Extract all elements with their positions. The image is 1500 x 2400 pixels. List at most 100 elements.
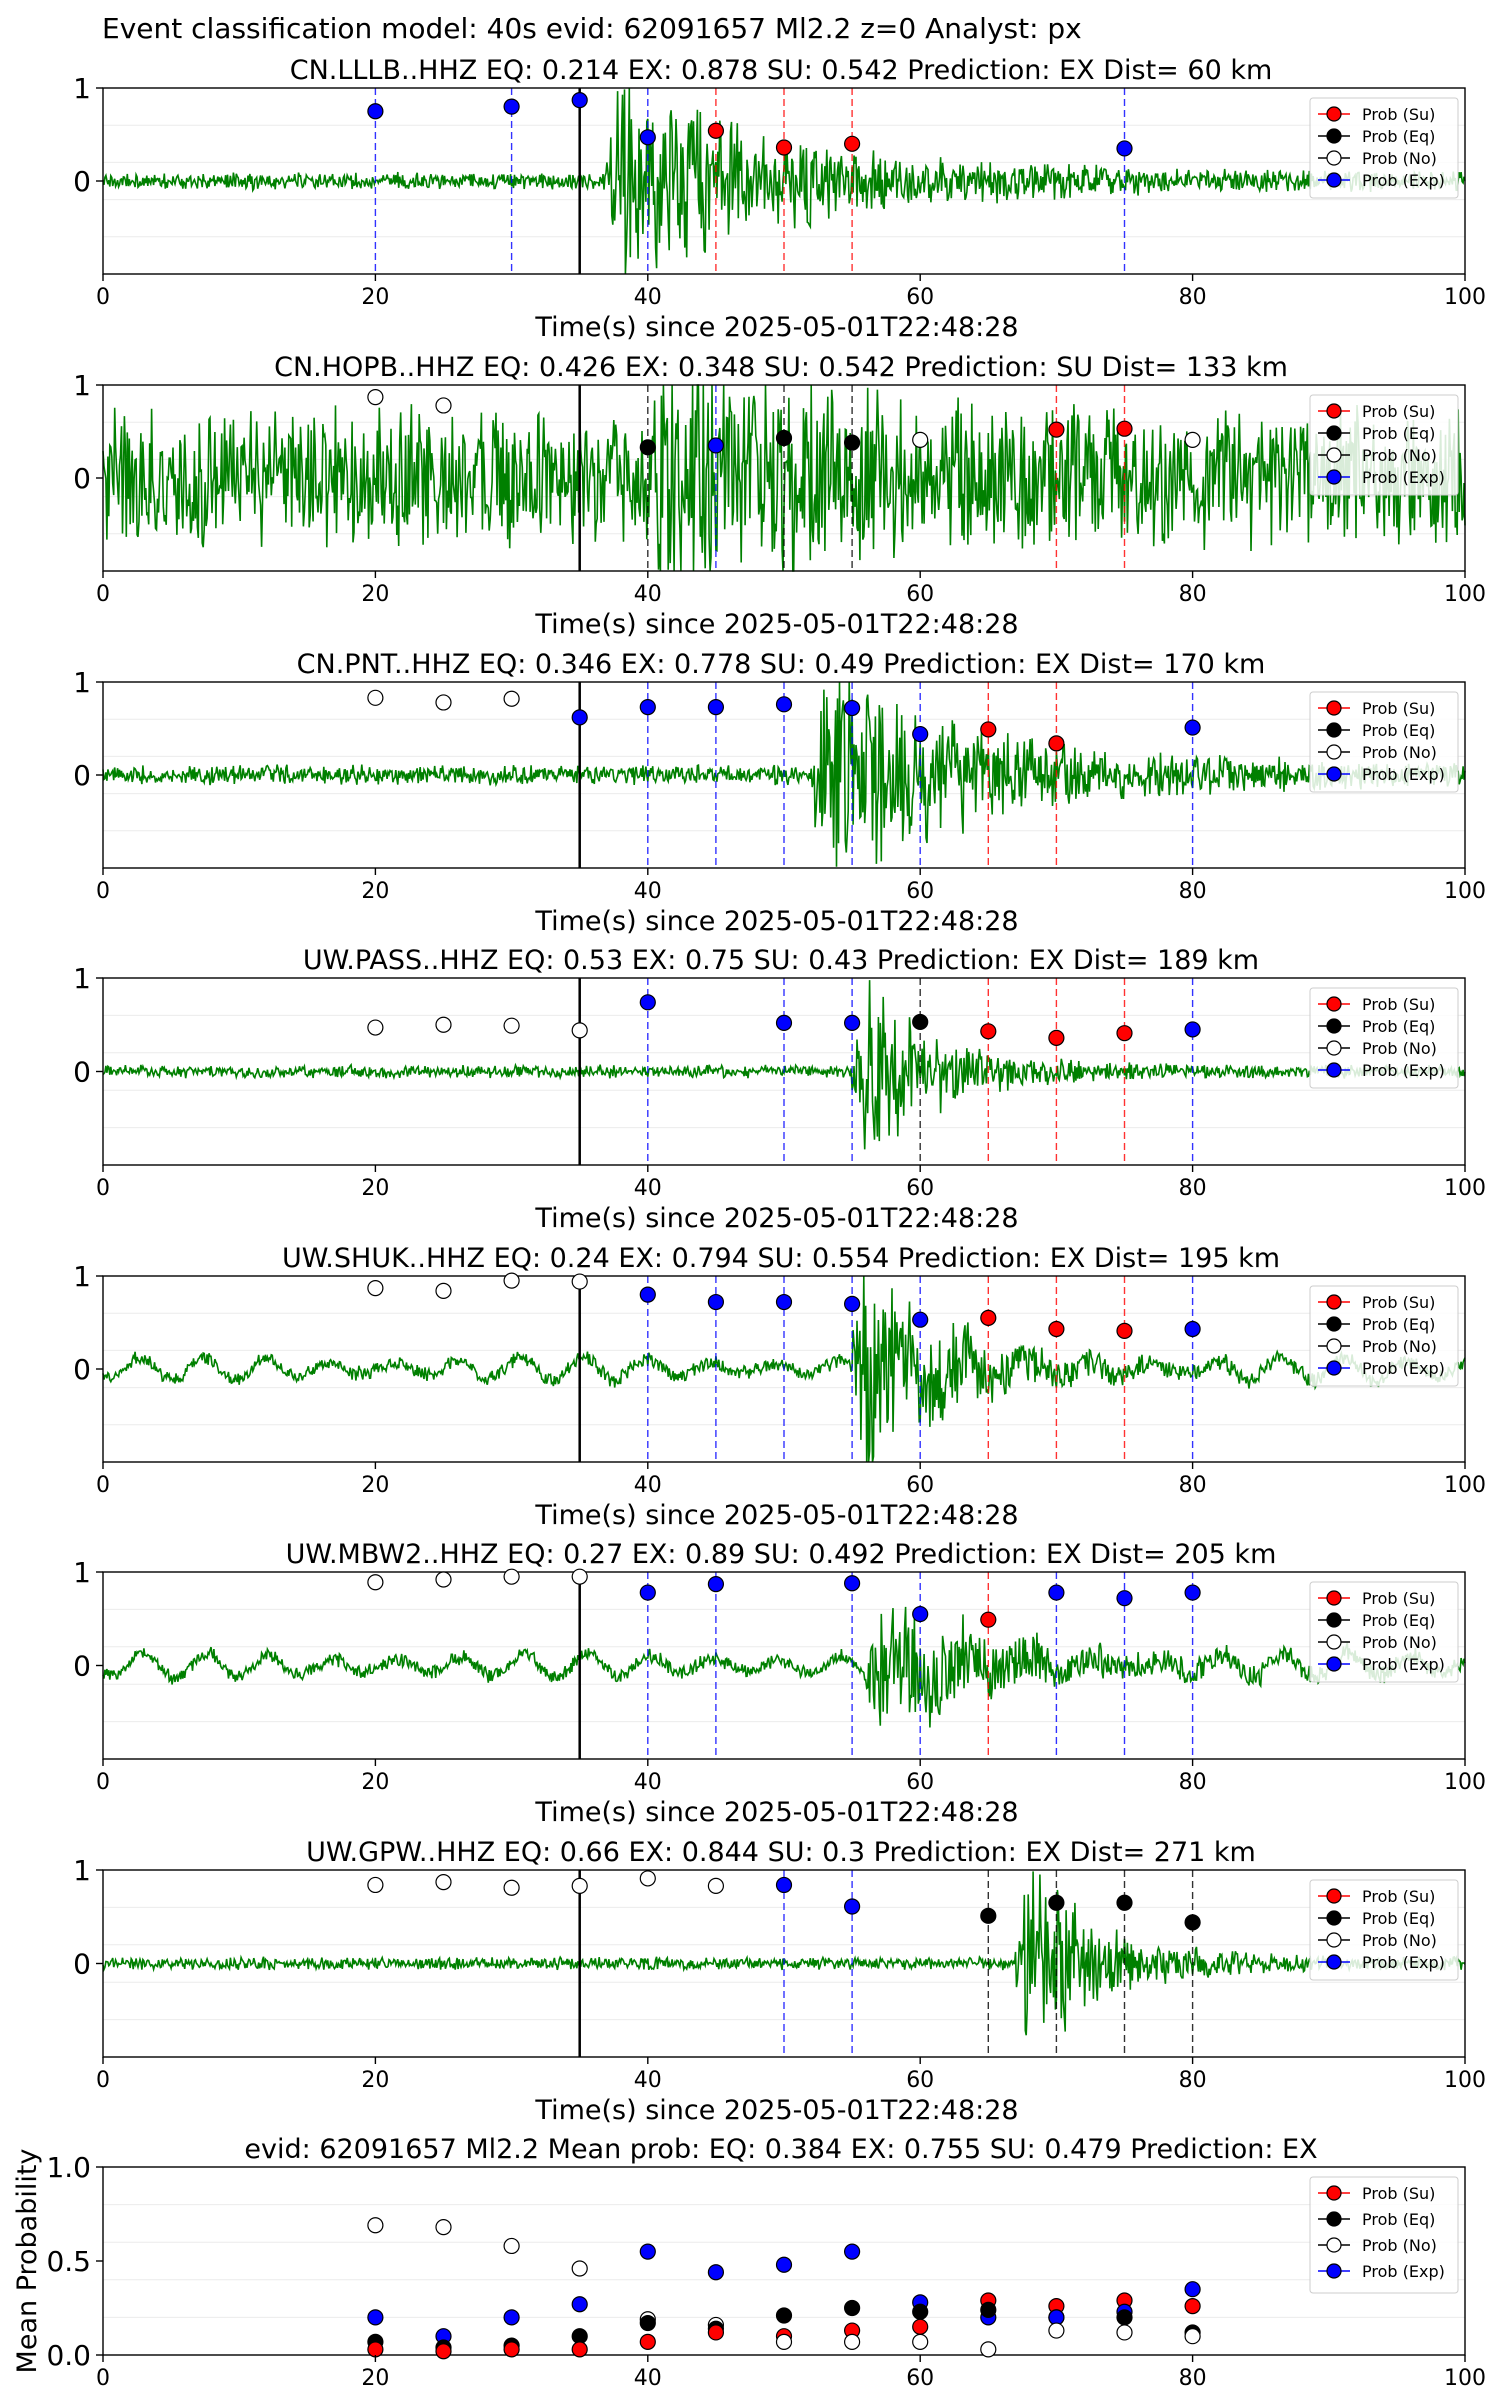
prob-point-no (503, 1017, 520, 1034)
prob-point-no (571, 1877, 588, 1894)
x-tick-label: 20 (361, 2366, 389, 2391)
prob-point-eq (775, 429, 793, 447)
x-axis-label: Time(s) since 2025-05-01T22:48:28 (534, 1203, 1018, 1234)
prob-point-eq (912, 2303, 929, 2320)
prob-point-no (980, 2341, 997, 2358)
prob-point-exp (912, 1605, 929, 1623)
x-tick-label: 60 (906, 1473, 934, 1498)
y-tick-label: 1 (73, 962, 91, 995)
x-tick-label: 80 (1179, 582, 1207, 607)
prob-point-exp (843, 699, 861, 717)
prob-point-no (435, 1874, 452, 1891)
legend-label: Prob (Su) (1362, 402, 1435, 421)
x-tick-label: 100 (1444, 2366, 1486, 2391)
panel-4: 0 20 40 60 80 100 1 0 UW.PASS..HHZ EQ: 0.53 EX: … (73, 945, 1486, 1234)
legend-marker (1326, 1018, 1342, 1034)
prob-point-no (503, 1272, 520, 1289)
prob-point-exp (843, 1898, 861, 1915)
legend-label: Prob (Su) (1362, 1589, 1435, 1608)
legend-label: Prob (Su) (1362, 995, 1435, 1014)
x-tick-label: 20 (361, 1176, 389, 1201)
prob-point-su (912, 2318, 929, 2335)
prob-point-no (639, 1870, 656, 1887)
prob-point-su (707, 122, 725, 139)
x-tick-label: 0 (96, 285, 110, 310)
prob-point-su (367, 2341, 384, 2358)
legend: Prob (Su) Prob (Eq) Prob (No) Prob (Exp) (1309, 1285, 1459, 1387)
prob-point-eq (775, 2307, 793, 2324)
x-tick-label: 0 (96, 2068, 110, 2093)
prob-point-no (367, 689, 384, 706)
x-tick-label: 0 (96, 2366, 110, 2391)
x-tick-label: 60 (906, 1770, 934, 1795)
legend-label: Prob (No) (1362, 743, 1437, 762)
prob-point-exp (639, 1286, 656, 1303)
prob-point-eq (1184, 1914, 1201, 1931)
prob-point-exp (1184, 1021, 1201, 1038)
legend-label: Prob (No) (1362, 1633, 1437, 1652)
legend-marker (1326, 403, 1342, 419)
prob-point-su (503, 2341, 520, 2358)
prob-point-exp (1184, 719, 1201, 736)
x-tick-label: 40 (634, 1770, 662, 1795)
prob-point-no (435, 694, 452, 711)
prob-point-exp (639, 129, 656, 146)
prob-point-no (435, 397, 452, 414)
legend-marker (1326, 150, 1342, 166)
panel-8: 0 20 40 60 80 100 0.0 0.5 1.0 evid: 62091657 Ml2.… (12, 2134, 1486, 2391)
y-tick-label: 0 (73, 759, 91, 792)
y-tick-label: 0 (73, 1948, 91, 1981)
prob-point-eq (980, 1907, 997, 1924)
prob-point-su (1116, 1322, 1133, 1339)
x-tick-label: 100 (1444, 285, 1486, 310)
x-tick-label: 20 (361, 879, 389, 904)
panel-title: evid: 62091657 Ml2.2 Mean prob: EQ: 0.38… (244, 2134, 1317, 2165)
legend-marker (1326, 996, 1342, 1012)
x-tick-label: 0 (96, 582, 110, 607)
panel-2: 0 20 40 60 80 100 1 0 CN.HOPB..HHZ EQ: 0.426 EX:… (73, 352, 1486, 640)
y-tick-label: 1 (73, 72, 91, 105)
prob-point-su (843, 135, 861, 152)
x-tick-label: 40 (634, 1473, 662, 1498)
prob-point-exp (843, 1295, 861, 1313)
x-axis-label: Time(s) since 2025-05-01T22:48:28 (534, 609, 1018, 640)
panel-title: UW.SHUK..HHZ EQ: 0.24 EX: 0.794 SU: 0.55… (282, 1243, 1280, 1274)
prob-point-no (1048, 2322, 1065, 2339)
prob-point-no (707, 1877, 725, 1894)
legend-label: Prob (No) (1362, 2236, 1437, 2255)
x-tick-label: 100 (1444, 2068, 1486, 2093)
legend: Prob (Su) Prob (Eq) Prob (No) Prob (Exp) (1309, 394, 1459, 496)
legend-marker (1326, 172, 1342, 188)
x-tick-label: 0 (96, 1176, 110, 1201)
y-tick-label: 0 (73, 165, 91, 198)
x-tick-label: 100 (1444, 582, 1486, 607)
x-tick-label: 80 (1179, 1770, 1207, 1795)
prob-point-exp (639, 1584, 656, 1601)
legend-label: Prob (Eq) (1362, 424, 1435, 443)
prob-point-su (1048, 735, 1065, 752)
legend-label: Prob (Exp) (1362, 2262, 1445, 2281)
prob-point-exp (1184, 2281, 1201, 2298)
y-axis-label: Mean Probability (12, 2149, 43, 2374)
legend-label: Prob (No) (1362, 149, 1437, 168)
prob-point-su (639, 2333, 656, 2350)
x-axis-label: Time(s) since 2025-05-01T22:48:28 (534, 1500, 1018, 1531)
legend-label: Prob (Su) (1362, 105, 1435, 124)
x-tick-label: 60 (906, 582, 934, 607)
legend-marker (1326, 1910, 1342, 1926)
x-tick-label: 100 (1444, 879, 1486, 904)
legend-box (1309, 691, 1459, 793)
legend-marker (1326, 1932, 1342, 1948)
legend-label: Prob (No) (1362, 1337, 1437, 1356)
legend-label: Prob (No) (1362, 1039, 1437, 1058)
legend-marker (1326, 1888, 1342, 1904)
legend-label: Prob (Exp) (1362, 765, 1445, 784)
x-tick-label: 80 (1179, 2068, 1207, 2093)
prob-point-exp (707, 437, 725, 454)
x-axis-label: Time(s) since 2025-05-01T22:48:28 (534, 906, 1018, 937)
prob-point-exp (1184, 1320, 1201, 1338)
y-tick-label: 0.5 (46, 2245, 91, 2278)
legend-label: Prob (Exp) (1362, 1359, 1445, 1378)
x-tick-label: 20 (361, 1473, 389, 1498)
x-axis-label: Time(s) since 2025-05-01T22:48:28 (534, 1797, 1018, 1828)
